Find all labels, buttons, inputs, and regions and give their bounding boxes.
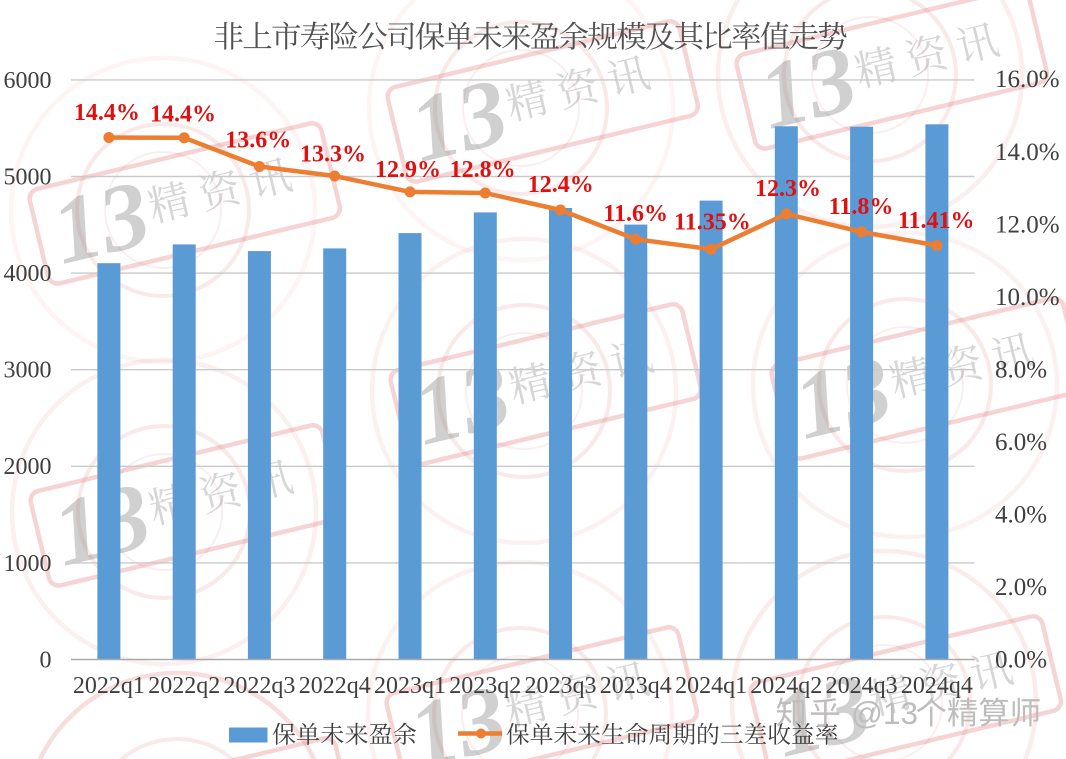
svg-text:2022q3: 2022q3 (223, 673, 295, 699)
svg-text:2022q1: 2022q1 (73, 673, 145, 699)
svg-text:12.8%: 12.8% (450, 157, 516, 183)
svg-text:2023q1: 2023q1 (374, 673, 446, 699)
svg-text:0: 0 (40, 647, 52, 673)
svg-text:12.3%: 12.3% (755, 176, 821, 202)
svg-text:6.0%: 6.0% (995, 429, 1047, 456)
svg-text:2.0%: 2.0% (995, 574, 1047, 601)
svg-text:4.0%: 4.0% (995, 502, 1047, 529)
svg-text:4000: 4000 (4, 261, 52, 287)
svg-text:11.8%: 11.8% (829, 194, 894, 220)
svg-text:2022q4: 2022q4 (299, 673, 371, 699)
svg-text:2024q4: 2024q4 (901, 673, 973, 699)
svg-text:12.0%: 12.0% (995, 211, 1060, 238)
svg-text:5000: 5000 (4, 164, 52, 190)
svg-text:2022q2: 2022q2 (148, 673, 220, 699)
svg-text:11.41%: 11.41% (898, 208, 975, 234)
svg-text:2000: 2000 (4, 454, 52, 480)
svg-text:10.0%: 10.0% (995, 284, 1060, 311)
svg-text:13.3%: 13.3% (300, 141, 366, 167)
svg-text:12.9%: 12.9% (375, 157, 441, 183)
svg-text:2024q2: 2024q2 (750, 673, 822, 699)
svg-text:16.0%: 16.0% (995, 66, 1060, 93)
svg-text:0.0%: 0.0% (995, 647, 1047, 674)
svg-text:13.6%: 13.6% (225, 127, 291, 153)
svg-text:2023q2: 2023q2 (449, 673, 521, 699)
svg-text:2023q3: 2023q3 (525, 673, 597, 699)
svg-text:6000: 6000 (4, 68, 52, 94)
svg-text:11.6%: 11.6% (603, 201, 668, 227)
svg-text:14.4%: 14.4% (74, 100, 140, 126)
svg-text:@13: @13 (851, 695, 918, 731)
svg-text:2023q4: 2023q4 (600, 673, 672, 699)
svg-text:3000: 3000 (4, 358, 52, 384)
svg-text:2024q3: 2024q3 (826, 673, 898, 699)
svg-text:2024q1: 2024q1 (675, 673, 747, 699)
svg-text:8.0%: 8.0% (995, 356, 1047, 383)
svg-text:1000: 1000 (4, 551, 52, 577)
svg-text:14.4%: 14.4% (150, 102, 216, 128)
svg-text:12.4%: 12.4% (528, 172, 594, 198)
svg-text:11.35%: 11.35% (674, 209, 751, 235)
svg-text:14.0%: 14.0% (995, 139, 1060, 166)
